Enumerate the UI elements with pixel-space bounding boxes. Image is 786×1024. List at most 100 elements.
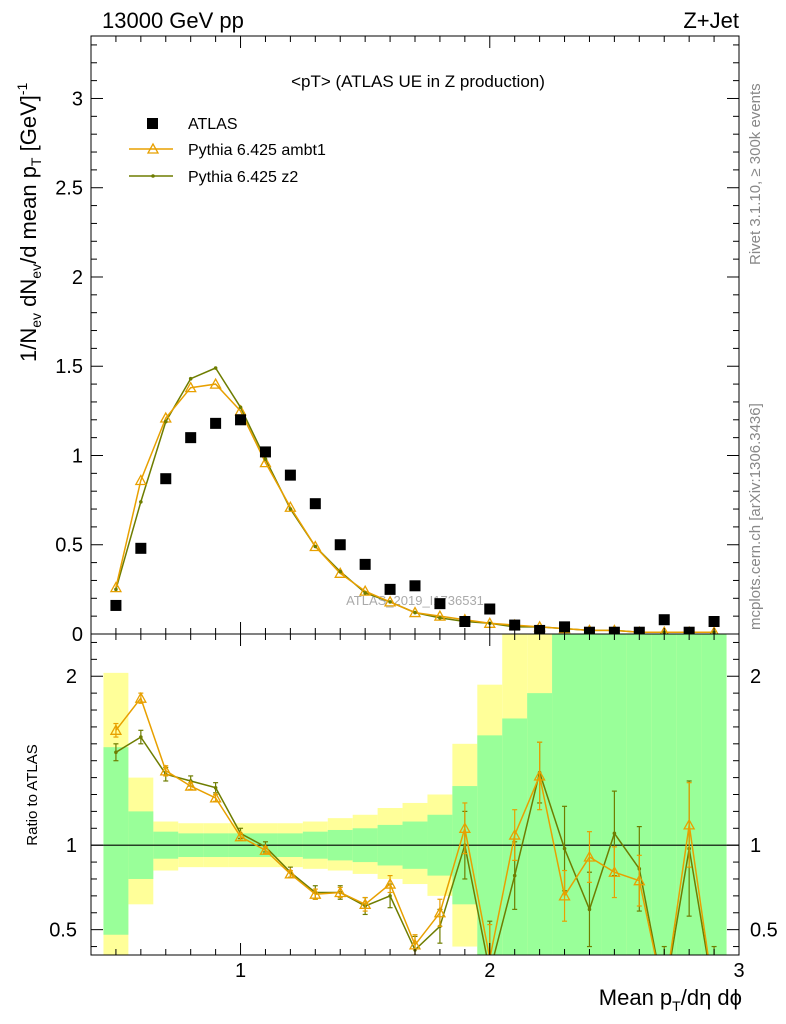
- atlas-point: [185, 432, 197, 444]
- atlas-point: [334, 539, 346, 551]
- watermark: ATLAS_2019_I1736531: [346, 593, 484, 608]
- z2-ratio-point: [213, 785, 218, 790]
- legend-marker-ambt1: [146, 142, 160, 154]
- ambt1-ratio-point: [458, 821, 471, 833]
- main-y-tick-label: 3: [72, 88, 83, 110]
- ambt1-point: [134, 474, 147, 486]
- legend: ATLAS Pythia 6.425 ambt1 Pythia 6.425 z2: [129, 116, 326, 186]
- atlas-point: [559, 621, 571, 633]
- ratio-y-tick-label-left: 0.5: [49, 920, 77, 942]
- ambt1-ratio-point: [383, 877, 397, 889]
- atlas-point: [284, 469, 296, 481]
- ambt1-ratio-point: [359, 897, 372, 909]
- legend-marker-z2: [151, 174, 155, 178]
- z2-point: [163, 419, 168, 424]
- ambt1-point: [359, 584, 372, 596]
- x-tick-label: 2: [484, 960, 495, 982]
- ambt1-ratio-point: [608, 865, 621, 877]
- z2-point: [114, 587, 118, 592]
- z2-point: [238, 405, 243, 410]
- ambt1-point: [433, 609, 447, 621]
- ambt1-point: [709, 625, 719, 634]
- ambt1-ratio-point: [184, 779, 197, 791]
- main-y-tick-label: 0: [72, 624, 83, 646]
- main-panel: <pT> (ATLAS UE in Z production) ATLAS_20…: [14, 35, 740, 646]
- atlas-point: [708, 616, 720, 628]
- z2-point: [288, 507, 293, 511]
- ambt1-point: [408, 606, 422, 618]
- z2-point: [413, 610, 417, 615]
- atlas-point: [509, 619, 521, 631]
- atlas-point: [235, 414, 247, 426]
- z2-point: [363, 591, 367, 595]
- main-y-tick-label: 2.5: [55, 178, 83, 200]
- z2-ratio-point: [512, 873, 517, 878]
- ratio-band-inner: [103, 747, 129, 935]
- ambt1-ratio-point: [408, 938, 422, 950]
- z2-point: [438, 616, 442, 620]
- main-title: <pT> (ATLAS UE in Z production): [291, 72, 545, 91]
- atlas-point: [459, 616, 471, 628]
- legend-label-z2: Pythia 6.425 z2: [188, 169, 298, 186]
- atlas-point: [135, 542, 147, 554]
- ambt1-ratio-point: [583, 850, 596, 862]
- ambt1-ratio-point: [134, 691, 147, 703]
- main-y-tick-label: 0.5: [55, 535, 83, 557]
- z2-ratio-point: [562, 846, 567, 851]
- ratio-panel: 0.5 0.5 1 1 2 2 1 2 3 Ratio to ATLAS: [24, 633, 778, 982]
- legend-label-atlas: ATLAS: [188, 116, 238, 133]
- ambt1-ratio-point: [284, 867, 297, 879]
- z2-ratio-point: [388, 894, 392, 898]
- rivet-label: Rivet 3.1.10, ≥ 300k events: [747, 83, 764, 265]
- legend-entry-z2: Pythia 6.425 z2: [129, 169, 298, 186]
- atlas-point: [309, 498, 321, 510]
- ratio-y-tick-labels: 0.5 0.5 1 1 2 2: [49, 666, 778, 941]
- ambt1-ratio-point: [683, 818, 696, 830]
- ambt1-ratio-point: [433, 906, 447, 918]
- atlas-point: [384, 583, 396, 595]
- legend-marker-atlas: [147, 118, 158, 129]
- z2-point: [338, 569, 343, 574]
- z2-ratio-point: [587, 907, 592, 912]
- ratio-band-inner: [651, 634, 677, 955]
- main-y-tick-labels: 0.5 1 1.5 2 2.5 3 0: [55, 88, 83, 646]
- atlas-point: [434, 598, 446, 610]
- legend-entry-ambt1: Pythia 6.425 ambt1: [129, 142, 326, 159]
- z2-point: [213, 366, 218, 370]
- z2-point: [139, 500, 143, 504]
- main-y-axis-label: 1/Nev dNev/d mean pT [GeV]-1: [14, 82, 44, 362]
- z2-point: [313, 544, 318, 549]
- atlas-point: [259, 446, 271, 458]
- ratio-ticks: [91, 634, 740, 955]
- ambt1-ratio-point: [159, 764, 172, 776]
- legend-label-ambt1: Pythia 6.425 ambt1: [188, 142, 326, 159]
- ambt1-point: [259, 456, 272, 468]
- ambt1-point: [334, 566, 347, 578]
- ambt1-ratio-point: [309, 887, 322, 899]
- z2-ratio-point: [114, 750, 118, 755]
- ratio-band-inner: [701, 634, 727, 955]
- atlas-point: [484, 603, 496, 615]
- main-y-tick-label: 1.5: [55, 356, 83, 378]
- ratio-y-tick-label-right: 2: [750, 666, 761, 688]
- ratio-band-inner: [527, 693, 553, 955]
- ratio-y-tick-label-right: 0.5: [750, 920, 778, 942]
- ambt1-point: [659, 625, 669, 634]
- ratio-y-tick-label-left: 1: [66, 835, 77, 857]
- mcplots-label: mcplots.cern.ch [arXiv:1306.3436]: [747, 403, 764, 630]
- main-ticks: [91, 36, 740, 635]
- ratio-y-axis-label: Ratio to ATLAS: [24, 744, 41, 845]
- ratio-plot-area: [91, 634, 739, 955]
- ambt1-ratio-point: [558, 889, 571, 901]
- z2-ratio-point: [612, 831, 617, 836]
- ratio-y-tick-label-right: 1: [750, 835, 761, 857]
- ambt1-point: [383, 595, 397, 607]
- x-tick-label: 1: [235, 960, 246, 982]
- header-left: 13000 GeV pp: [102, 8, 244, 33]
- ambt1-point: [209, 377, 222, 389]
- main-y-tick-label: 2: [72, 267, 83, 289]
- atlas-point: [210, 417, 222, 429]
- atlas-point: [359, 558, 371, 570]
- ratio-band-inner: [601, 634, 627, 955]
